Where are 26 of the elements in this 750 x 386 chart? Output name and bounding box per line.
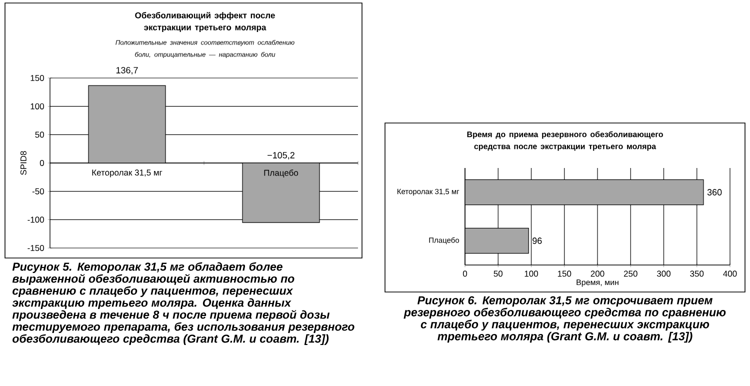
data-label: 136,7 <box>116 67 138 74</box>
x-tick-label: 250 <box>624 270 638 277</box>
y-tick-label: -50 <box>32 188 44 194</box>
y-axis-title: SPID8 <box>20 151 26 175</box>
y-tick-label: -150 <box>28 244 44 252</box>
x-tick-label: 50 <box>494 270 503 277</box>
y-tick-label: 100 <box>30 103 44 110</box>
y-tick-label: 0 <box>40 160 44 166</box>
y-tick-label: -100 <box>28 216 44 223</box>
x-tick-label: 300 <box>656 270 671 277</box>
text: Рисунок 5. Кеторолак 31,5 мг обладает более выраженной обезболивающей активностью по сравнению с плацебо у пациентов, перенесших экстракцию третьего моляра. Оценка данных произведена в течение 8 ч после приема первой дозы тестируемого препарата, без использования резервного обезболивающего средства (Grant G.M. и соавт. [13]) <box>12 262 354 346</box>
y-tick-label: 50 <box>35 132 44 138</box>
x-tick-label: 150 <box>558 270 572 277</box>
x-tick-label: 350 <box>690 270 704 277</box>
data-label: 360 <box>707 189 722 196</box>
x-tick-label: 200 <box>590 270 604 277</box>
chart-title: Обезболивающий эффект после экстракции третьего моляра <box>135 12 275 32</box>
x-tick-label: 100 <box>524 270 538 277</box>
text: Рисунок 6. Кеторолак 31,5 мг отсрочивает прием резервного обезболивающего средства по сравнению с плацебо у пациентов, перенесших экстракцию третьего моляра (Grant G.M. и соавт. [13]) <box>404 296 726 343</box>
data-label: −105,2 <box>268 152 294 160</box>
data-label: 96 <box>532 238 542 244</box>
x-tick-label: 400 <box>723 270 737 277</box>
x-axis-title: Время, мин <box>576 280 618 287</box>
x-tick-label: 0 <box>462 270 468 277</box>
y-tick-label: 150 <box>30 74 44 81</box>
chart-title: Время до приема резервного обезболивающего средства после экстракции третьего моляра <box>467 131 663 151</box>
